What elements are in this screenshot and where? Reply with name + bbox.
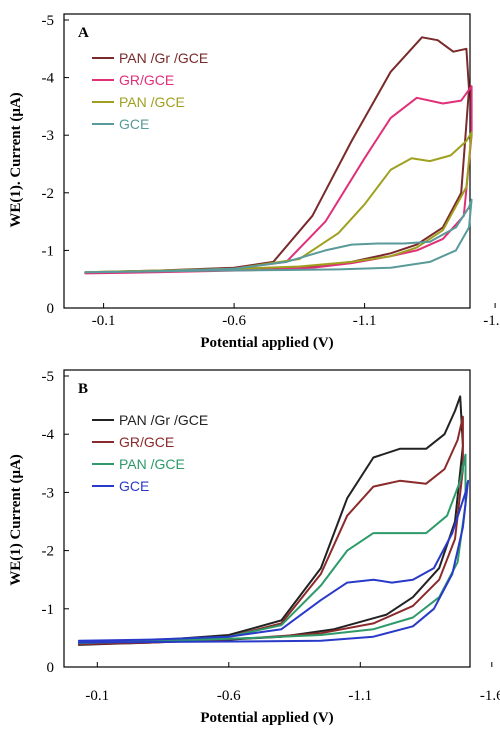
panel-b-x-axis-title: Potential applied (V) [200,710,333,726]
panel-a: A 0 -1 -2 -3 -4 -5 -0.1 -0.6 -1.1 -1.6 PAN /Gr /G… [8,13,500,351]
y-tick-label: -3 [42,128,55,144]
series-line-1 [77,395,464,646]
x-tick-label: -1.6 [483,313,500,329]
x-tick-label: -0.6 [222,313,246,329]
panel-a-legend: PAN /Gr /GCE GR/GCE PAN /GCE GCE [92,50,208,132]
panel-b-plot: 0 -1 -2 -3 -4 -5 -0.1 -0.6 -1.1 -1.6 [42,369,500,704]
y-tick-label: -2 [42,186,55,202]
panel-b-plot-area [63,369,471,668]
panel-a-x-axis-title: Potential applied (V) [200,335,333,351]
x-tick-label: -1.1 [353,313,377,329]
x-tick-label: -1.6 [480,688,500,704]
legend-label: GCE [119,478,149,494]
series-line-2 [77,415,464,646]
legend-label: GCE [119,116,149,132]
panel-a-label: A [78,25,89,41]
legend-label: PAN /Gr /GCE [119,50,208,66]
y-tick-label: -5 [42,369,55,385]
series-line-3 [77,453,467,645]
y-tick-label: -4 [42,427,55,443]
y-tick-label: 0 [47,660,55,676]
y-tick-label: -2 [42,544,55,560]
series-line-4 [77,479,470,644]
x-tick-label: -0.1 [92,313,116,329]
x-tick-label: -1.1 [348,688,372,704]
legend-label: GR/GCE [119,72,174,88]
panel-b-label: B [78,381,88,397]
legend-label: PAN /Gr /GCE [119,412,208,428]
legend-label: PAN /GCE [119,456,185,472]
y-tick-label: -1 [42,602,55,618]
y-tick-label: -4 [42,71,55,87]
x-tick-label: -0.6 [217,688,241,704]
y-tick-label: 0 [47,301,55,317]
x-tick-label: -0.1 [85,688,109,704]
panel-b-y-axis-title: WE(1) Current (μA) [8,454,24,586]
y-tick-label: -3 [42,485,55,501]
panel-a-y-axis-title: WE(1). Current (μA) [8,92,24,227]
y-tick-label: -5 [42,13,55,29]
panel-a-plot: 0 -1 -2 -3 -4 -5 -0.1 -0.6 -1.1 -1.6 [42,13,500,329]
panel-b-legend: PAN /Gr /GCE GR/GCE PAN /GCE GCE [92,412,208,494]
series-line-3 [84,131,473,274]
panel-b: B 0 -1 -2 -3 -4 -5 -0.1 -0.6 -1.1 -1.6 PAN /Gr /G… [8,369,500,726]
legend-label: GR/GCE [119,434,174,450]
legend-label: PAN /GCE [119,94,185,110]
series-line-4 [84,198,473,274]
y-tick-label: -1 [42,243,55,259]
series-line-2 [84,85,473,275]
